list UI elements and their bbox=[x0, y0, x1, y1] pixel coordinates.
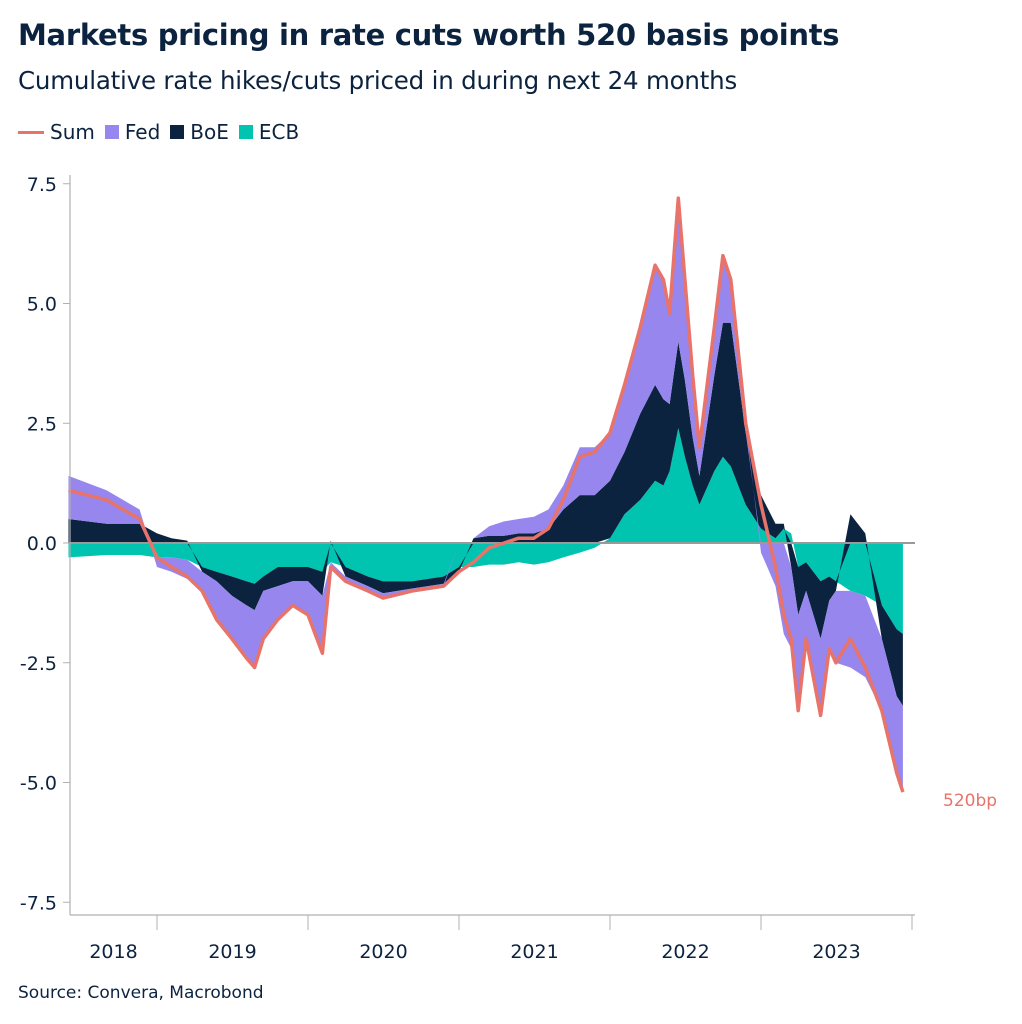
legend-swatch-ecb bbox=[238, 125, 253, 139]
legend-swatch-boe bbox=[170, 125, 185, 139]
x-tick-label: 2019 bbox=[208, 941, 256, 963]
x-tick-label: 2020 bbox=[359, 941, 407, 963]
legend-item-fed: Fed bbox=[104, 120, 161, 144]
legend-swatch-fed bbox=[104, 125, 119, 139]
sum-line-group bbox=[68, 196, 905, 793]
x-tick-label: 2021 bbox=[510, 941, 558, 963]
area-ecb bbox=[68, 428, 903, 634]
y-tick-label: -7.5 bbox=[20, 892, 57, 914]
y-tick-label: -5.0 bbox=[20, 773, 57, 795]
y-tick-label: 0.0 bbox=[27, 533, 57, 555]
x-tick-label: 2022 bbox=[661, 941, 709, 963]
legend-label-boe: BoE bbox=[190, 120, 229, 144]
legend: Sum Fed BoE ECB bbox=[18, 120, 303, 144]
x-axis-ticks: 2018 2019 2020 2021 2022 2023 bbox=[89, 915, 913, 963]
stacked-areas bbox=[68, 198, 903, 793]
legend-label-ecb: ECB bbox=[258, 120, 300, 144]
x-tick-label: 2023 bbox=[812, 941, 860, 963]
source-note: Source: Convera, Macrobond bbox=[18, 983, 264, 1003]
legend-item-sum: Sum bbox=[18, 120, 95, 144]
area-fed bbox=[68, 198, 903, 793]
x-tick-label: 2018 bbox=[89, 941, 137, 963]
y-tick-label: -2.5 bbox=[20, 653, 57, 675]
annotation-520bp: 520bp bbox=[943, 791, 997, 811]
legend-label-sum: Sum bbox=[50, 120, 95, 144]
legend-swatch-sum bbox=[18, 130, 44, 134]
legend-label-fed: Fed bbox=[124, 120, 161, 144]
legend-item-boe: BoE bbox=[170, 120, 229, 144]
area-boe bbox=[68, 322, 903, 706]
sum-line bbox=[68, 196, 905, 793]
legend-item-ecb: ECB bbox=[238, 120, 300, 144]
y-axis-ticks: 7.5 5.0 2.5 0.0 -2.5 -5.0 -7.5 bbox=[20, 174, 70, 914]
y-tick-label: 2.5 bbox=[27, 413, 57, 435]
y-tick-label: 7.5 bbox=[27, 174, 57, 196]
chart-subtitle: Cumulative rate hikes/cuts priced in dur… bbox=[18, 66, 738, 95]
y-tick-label: 5.0 bbox=[27, 294, 57, 316]
chart-title: Markets pricing in rate cuts worth 520 b… bbox=[18, 18, 840, 52]
